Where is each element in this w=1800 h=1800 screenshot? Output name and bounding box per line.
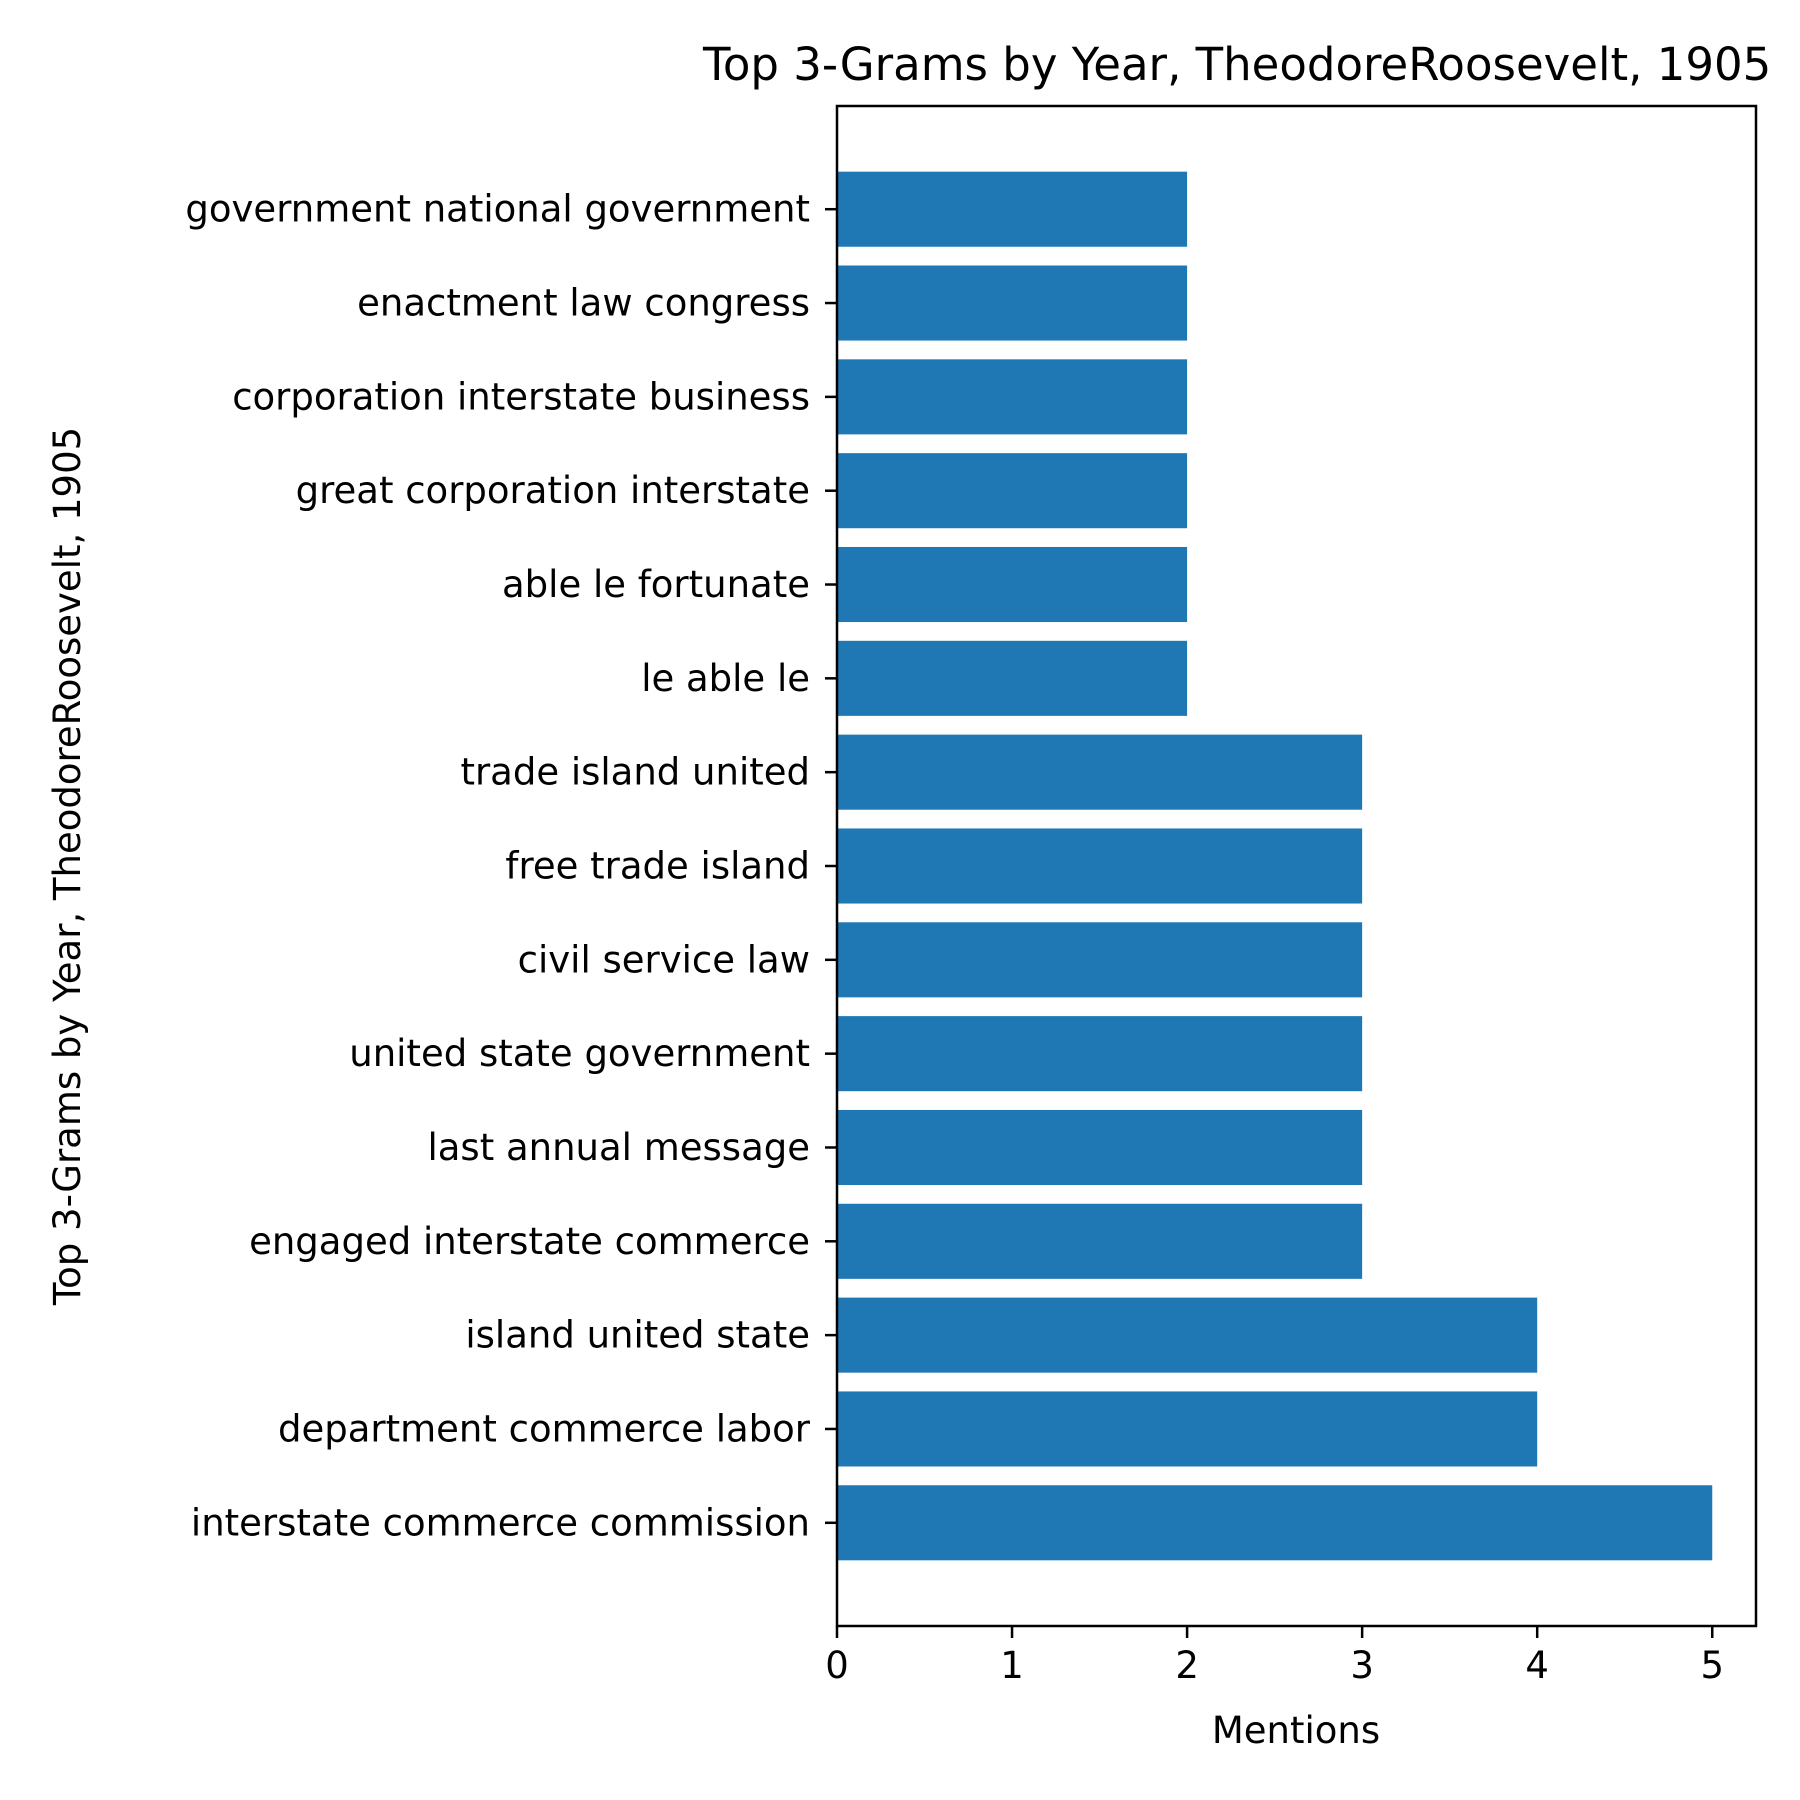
bar-6 [837, 922, 1363, 998]
x-tick-label-4: 4 [1525, 1644, 1549, 1687]
y-tick-label-10: able le fortunate [502, 563, 810, 606]
y-tick-label-11: great corporation interstate [296, 469, 810, 512]
x-tick-label-1: 1 [1000, 1644, 1024, 1687]
y-tick-label-2: island united state [465, 1314, 810, 1357]
bar-14 [837, 171, 1188, 247]
y-tick-label-1: department commerce labor [278, 1407, 811, 1450]
y-axis: interstate commerce commission department… [185, 188, 837, 1544]
y-axis-title: Top 3-Grams by Year, TheodoreRoosevelt, … [46, 427, 89, 1306]
y-tick-label-12: corporation interstate business [232, 375, 810, 418]
y-tick-label-4: last annual message [427, 1126, 810, 1169]
bar-11 [837, 453, 1188, 529]
y-tick-label-5: united state government [349, 1032, 810, 1075]
bar-1 [837, 1391, 1538, 1467]
y-tick-label-8: trade island united [460, 751, 810, 794]
y-tick-label-6: civil service law [518, 938, 810, 981]
bar-3 [837, 1203, 1363, 1279]
y-tick-label-14: government national government [185, 188, 810, 231]
bar-9 [837, 640, 1188, 716]
bar-8 [837, 734, 1363, 810]
y-tick-label-0: interstate commerce commission [191, 1501, 810, 1544]
y-tick-label-13: enactment law congress [357, 282, 810, 325]
y-tick-label-9: le able le [641, 657, 810, 700]
bar-13 [837, 265, 1188, 341]
chart-title: Top 3-Grams by Year, TheodoreRoosevelt, … [702, 38, 1771, 91]
y-tick-label-3: engaged interstate commerce [249, 1220, 810, 1263]
bar-0 [837, 1485, 1713, 1561]
x-tick-label-3: 3 [1350, 1644, 1374, 1687]
bar-4 [837, 1109, 1363, 1186]
bar-10 [837, 546, 1188, 623]
bar-12 [837, 359, 1188, 435]
x-axis: 0 1 2 3 4 5 [825, 1626, 1724, 1687]
bar-7 [837, 828, 1363, 904]
bars-group [837, 171, 1713, 1561]
bar-2 [837, 1297, 1538, 1373]
y-tick-label-7: free trade island [505, 845, 810, 888]
bar-5 [837, 1016, 1363, 1092]
x-tick-label-0: 0 [825, 1644, 849, 1687]
x-axis-title: Mentions [1212, 1709, 1380, 1752]
x-tick-label-5: 5 [1700, 1644, 1724, 1687]
x-tick-label-2: 2 [1175, 1644, 1199, 1687]
